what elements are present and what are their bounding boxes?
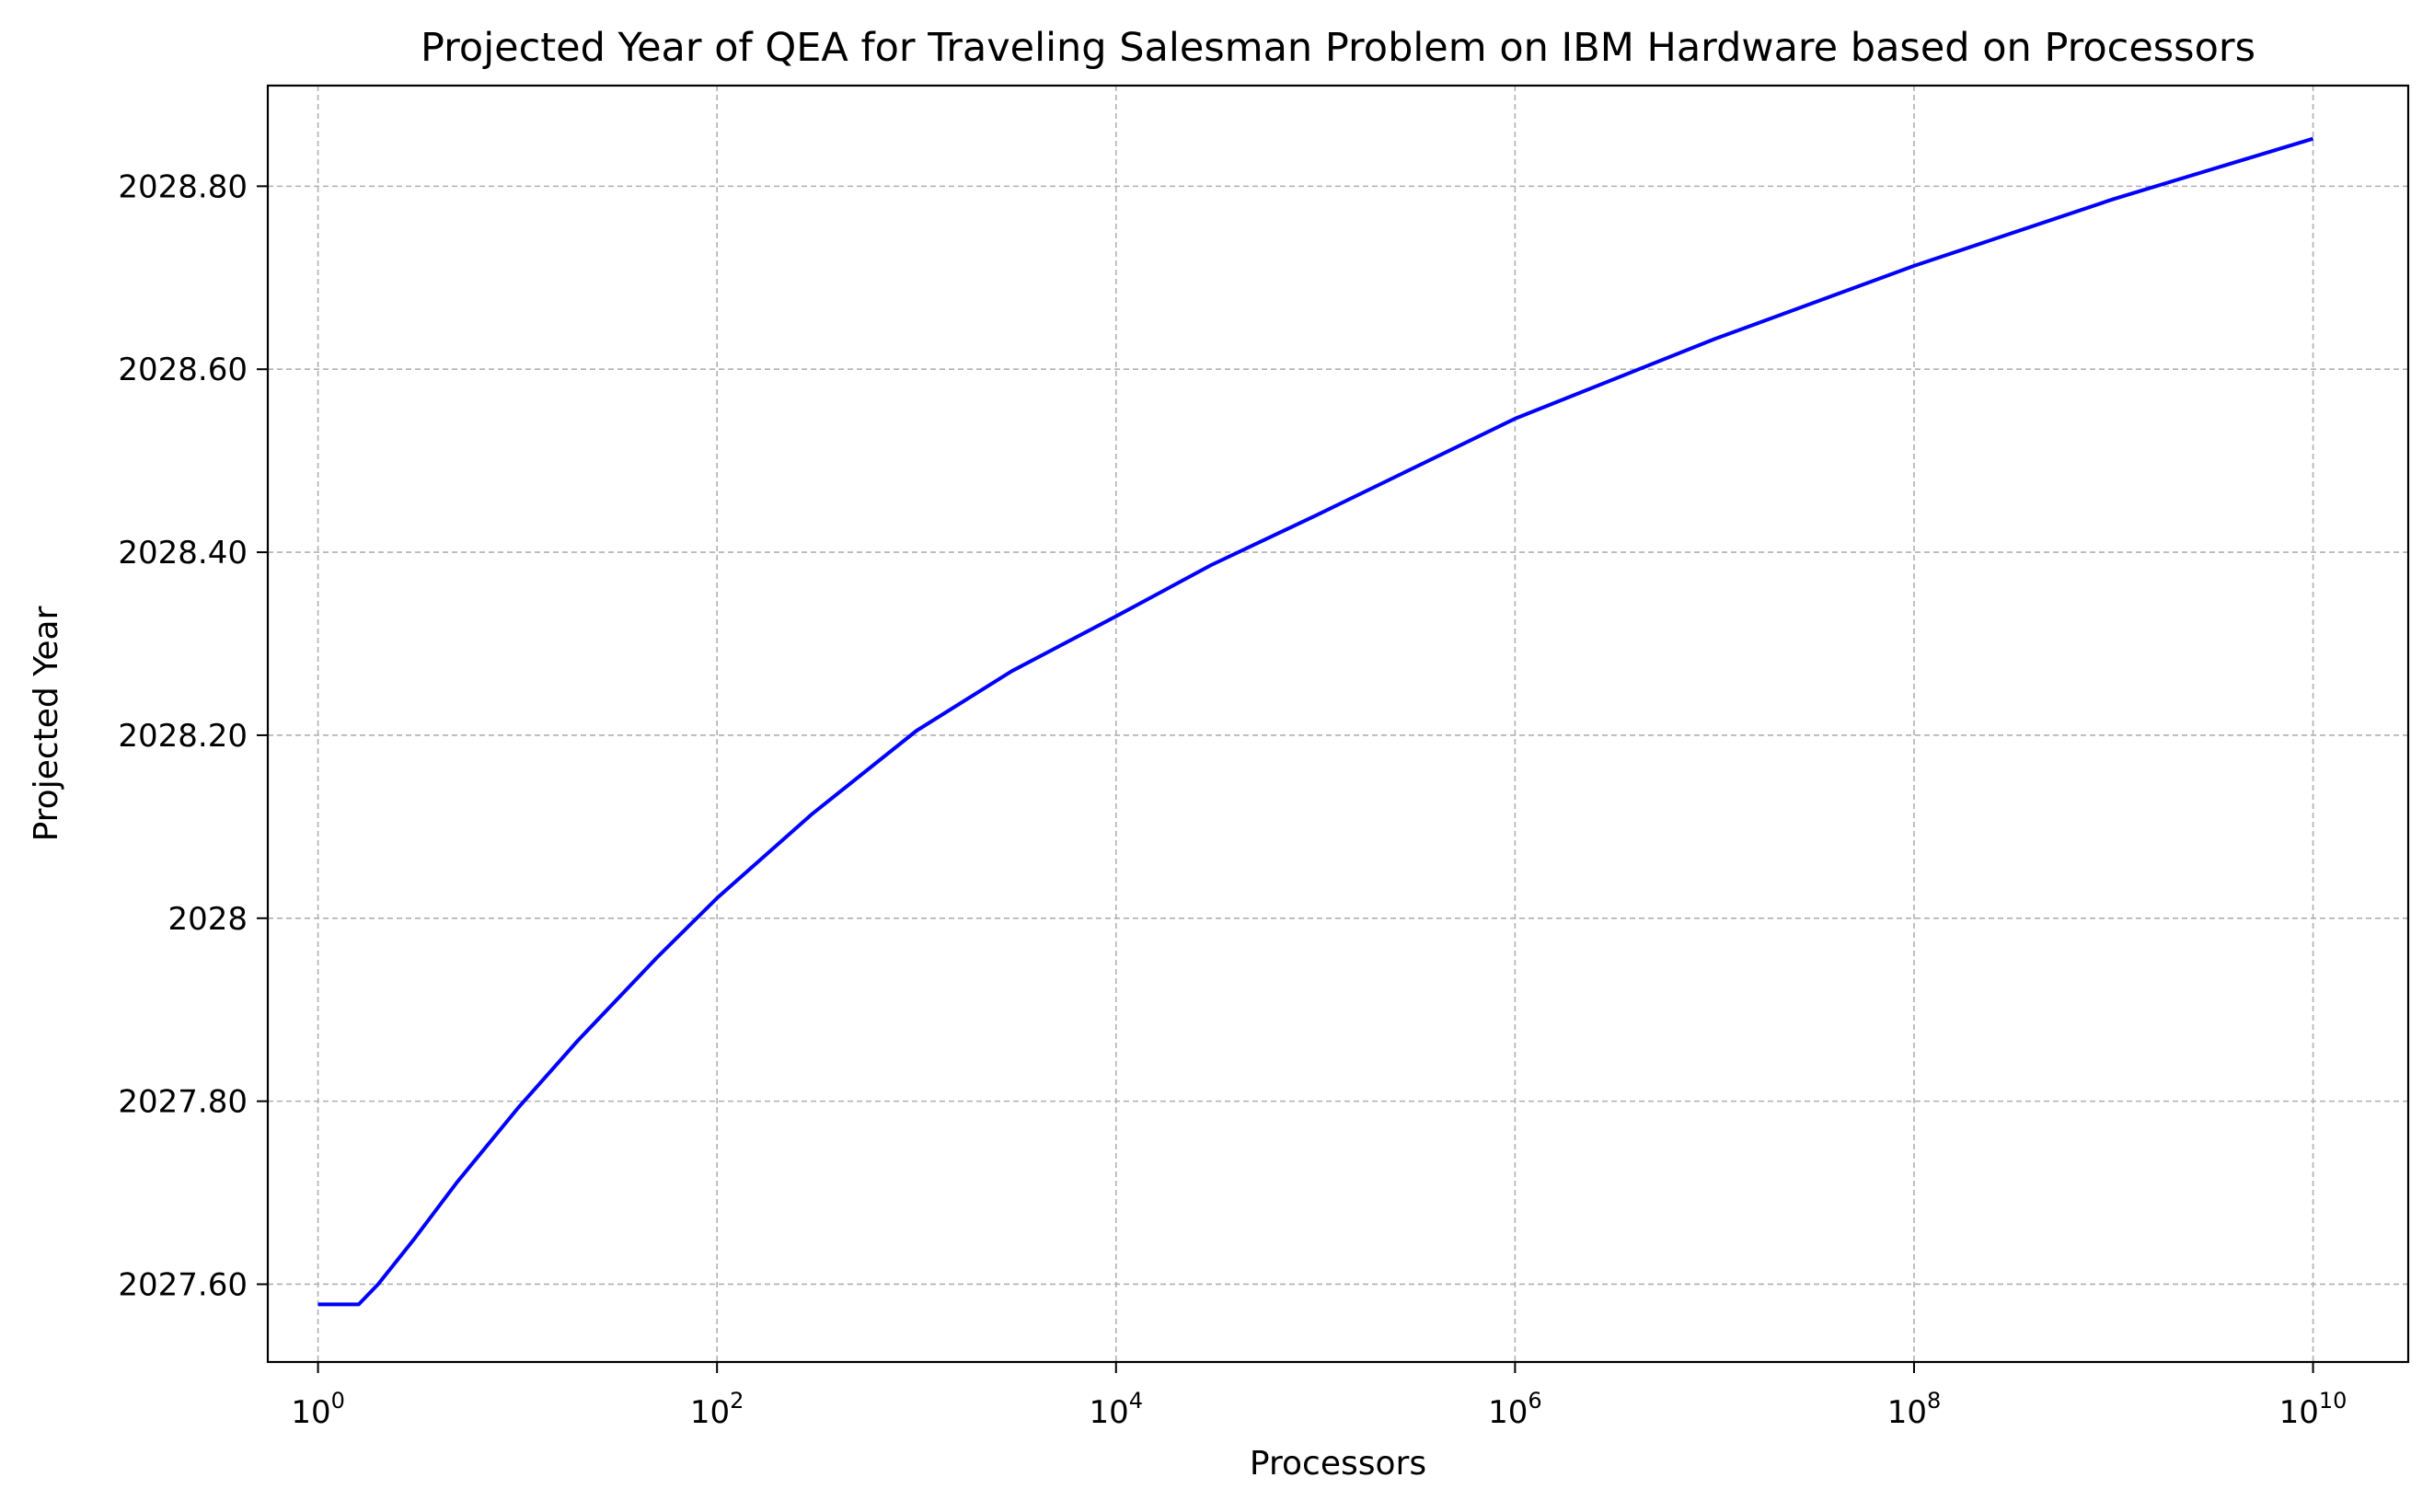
series-layer	[317, 136, 2314, 1307]
y-axis-label: Projected Year	[28, 606, 65, 841]
y-tick-label: 2028	[167, 901, 248, 938]
y-tick-label: 2028.80	[118, 168, 248, 205]
x-tick-label: 102	[690, 1388, 744, 1431]
y-tick-label: 2028.40	[118, 535, 248, 571]
x-axis-label: Processors	[1250, 1445, 1426, 1483]
y-tick-label: 2027.60	[118, 1266, 248, 1303]
x-tick-label: 104	[1090, 1388, 1144, 1431]
series-line	[317, 136, 2314, 1307]
x-tick-label: 108	[1887, 1388, 1942, 1431]
y-tick-label: 2028.60	[118, 352, 248, 388]
y-tick-label: 2028.20	[118, 718, 248, 755]
x-tick-label: 106	[1488, 1388, 1542, 1431]
y-tick-label: 2027.80	[118, 1084, 248, 1121]
tick-layer: 100 102 104 106 108 1010 2027.60 2027.80 2028 202…	[118, 168, 2347, 1431]
x-tick-label: 1010	[2279, 1388, 2347, 1431]
grid-layer	[268, 86, 2408, 1362]
x-tick-label: 100	[291, 1388, 345, 1431]
plot-frame	[266, 84, 2410, 1364]
chart-title: Projected Year of QEA for Traveling Sale…	[421, 25, 2255, 71]
